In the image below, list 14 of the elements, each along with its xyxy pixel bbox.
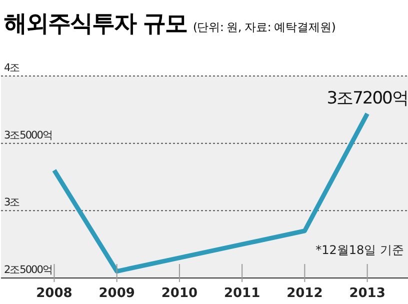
x-tick-label: 2008 bbox=[36, 286, 72, 301]
chart-subtitle: (단위: 원, 자료: 예탁결제원) bbox=[193, 20, 336, 34]
annotation: 3조7200억 bbox=[326, 88, 408, 109]
x-tick-label: 2009 bbox=[98, 286, 135, 301]
y-tick-label: 2조5000억 bbox=[4, 264, 52, 276]
x-tick-label: 2013 bbox=[349, 286, 386, 301]
y-tick-label: 4조 bbox=[4, 62, 21, 74]
x-tick-label: 2012 bbox=[286, 286, 323, 301]
x-tick-label: 2011 bbox=[224, 286, 260, 301]
y-tick-label: 3조 bbox=[4, 196, 21, 209]
annotation: *12월18일 기준 bbox=[316, 242, 404, 259]
y-tick-label: 3조5000억 bbox=[4, 129, 52, 142]
chart-title: 해외주식투자 규모 bbox=[4, 11, 188, 37]
x-tick-label: 2010 bbox=[161, 286, 198, 301]
